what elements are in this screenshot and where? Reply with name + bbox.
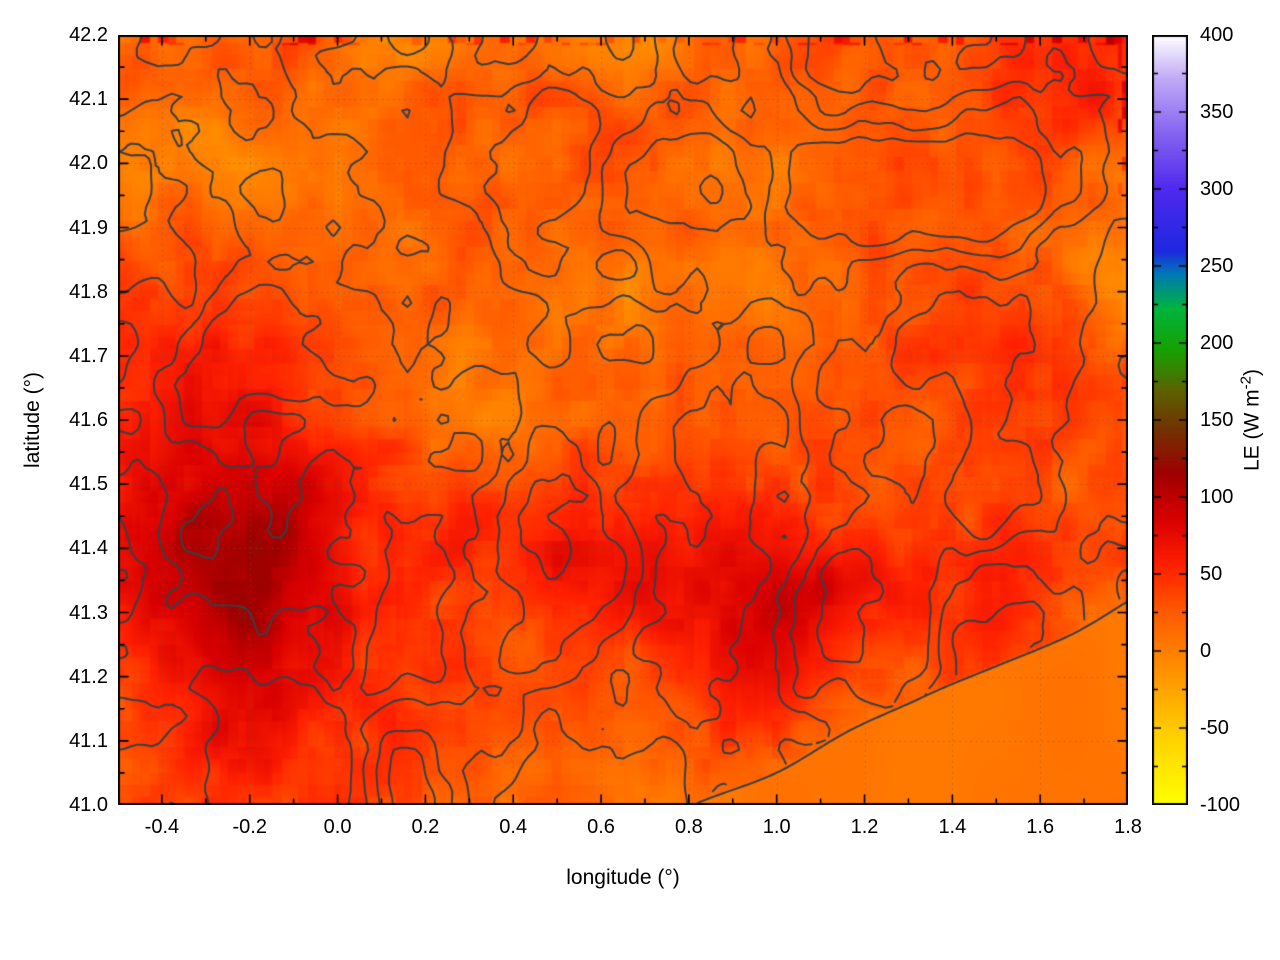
y-tick-label: 41.8 [69,280,108,303]
y-tick-label: 41.1 [69,729,108,752]
colorbar-tick-label: -100 [1200,794,1241,816]
x-tick-label: 0.8 [674,816,703,838]
colorbar-label-text: LE (W m [1240,389,1264,472]
colorbar-tick-label: 250 [1200,255,1234,277]
colorbar-label-close: ) [1240,368,1264,376]
y-tick-label: 41.4 [69,537,108,560]
y-tick-label: 41.7 [69,344,108,367]
y-tick-label: 42.0 [69,152,108,175]
colorbar-tick-label: 200 [1200,332,1234,354]
colorbar-tick-label: 300 [1200,178,1234,200]
y-tick-label: 41.5 [69,473,108,496]
x-tick-label: 1.8 [1114,816,1142,838]
colorbar-label-superscript: -2 [1237,375,1255,390]
y-tick-label: 41.2 [69,665,108,688]
y-axis-label: latitude (°) [21,372,44,468]
colorbar-tick-label: 50 [1200,563,1223,585]
colorbar-canvas [1152,35,1188,805]
x-tick-label: 0.2 [411,816,440,838]
y-tick-label: 42.2 [69,24,108,46]
colorbar-tick-label: 100 [1200,486,1234,508]
y-tick-label: 42.1 [69,88,108,111]
x-tick-label: 1.2 [850,816,879,838]
map-heatmap-canvas [118,35,1128,805]
colorbar-tick-label: 0 [1200,640,1212,662]
x-tick-label: -0.4 [144,816,180,838]
x-tick-label: 1.0 [762,816,791,838]
x-tick-label: 0.0 [323,816,352,838]
colorbar-tick-label: 400 [1200,24,1234,46]
y-tick-label: 41.6 [69,409,108,431]
x-axis-label: longitude (°) [566,866,680,889]
y-tick-label: 41.0 [69,794,108,816]
y-tick-label: 41.9 [69,216,108,239]
y-tick-label: 41.3 [69,601,108,624]
x-tick-label: 1.6 [1026,816,1055,838]
colorbar-tick-label: -50 [1200,717,1229,739]
x-tick-label: 0.4 [499,816,528,838]
x-tick-label: -0.2 [232,816,267,838]
x-tick-label: 0.6 [587,816,615,838]
colorbar-tick-label: 350 [1200,101,1234,123]
colorbar-axis-label: LE (W m-2) [1238,369,1265,471]
colorbar-tick-label: 150 [1200,409,1234,431]
x-tick-label: 1.4 [938,816,967,838]
